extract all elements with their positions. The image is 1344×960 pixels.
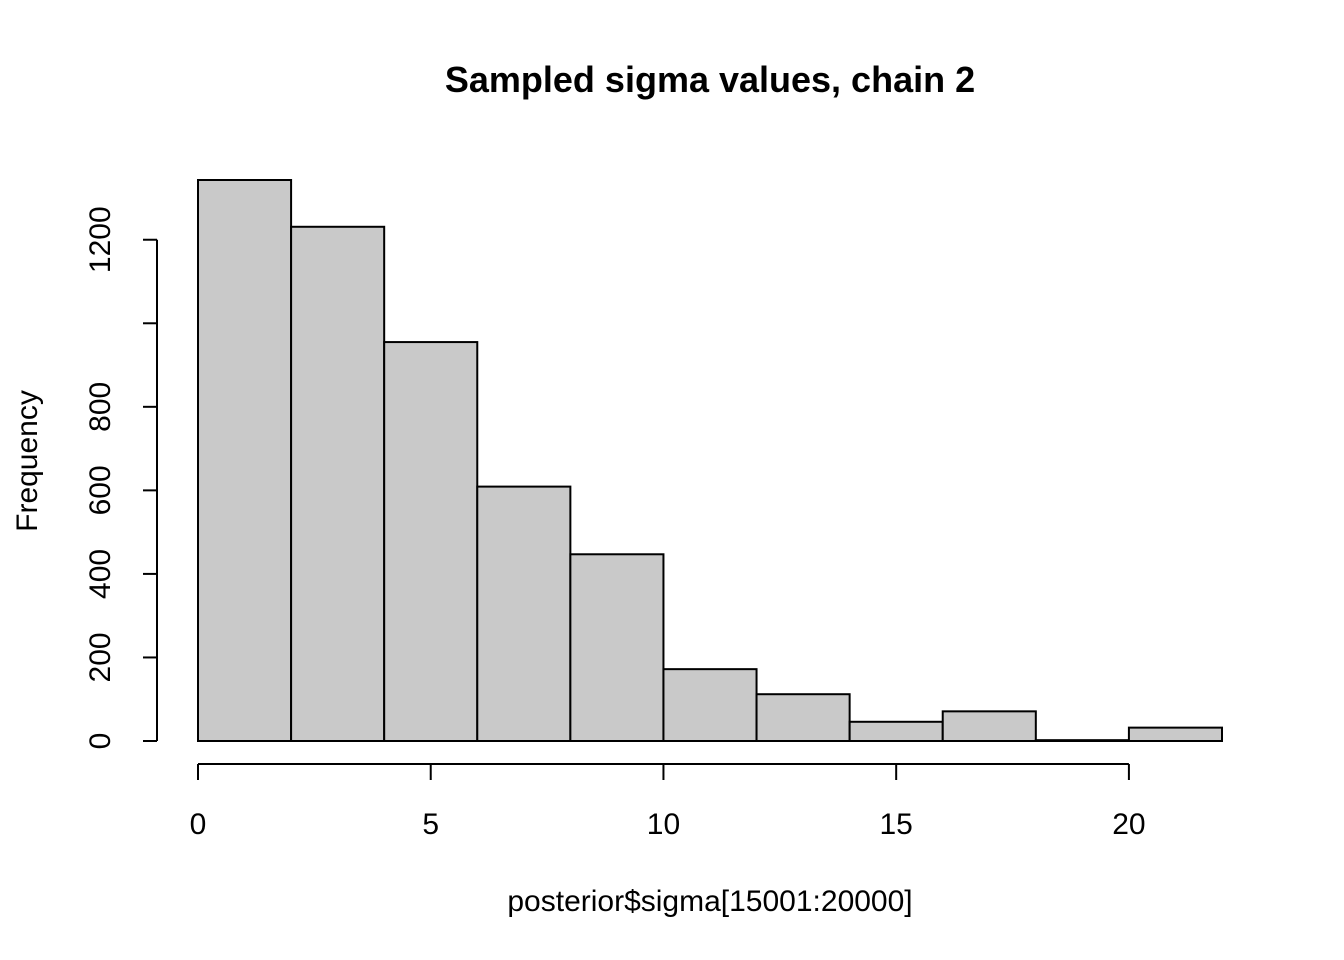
histogram-bar [941, 710, 1037, 743]
histogram-bars [197, 179, 1223, 743]
histogram-bar [383, 341, 479, 742]
histogram-bar [476, 485, 572, 743]
histogram-bar [662, 668, 758, 743]
histogram-bar [848, 720, 944, 742]
histogram-bar [1034, 739, 1130, 742]
histogram-bar [197, 179, 293, 742]
y-tick-label: 1200 [84, 206, 117, 273]
y-tick-label: 400 [84, 549, 117, 599]
histogram-bar [1127, 726, 1223, 743]
y-axis: 0 200 400 600 800 1200 [84, 206, 158, 750]
y-tick-label: 800 [84, 382, 117, 432]
y-tick-label: 0 [84, 733, 117, 750]
histogram-bar [569, 553, 665, 743]
y-axis-label: Frequency [11, 390, 44, 532]
x-axis-label: posterior$sigma[15001:20000] [507, 885, 912, 918]
x-tick-label: 5 [422, 808, 439, 841]
chart-title: Sampled sigma values, chain 2 [445, 59, 975, 100]
x-tick-label: 0 [190, 808, 207, 841]
x-axis: 0 5 10 15 20 [190, 763, 1146, 841]
y-tick-label: 600 [84, 465, 117, 515]
x-tick-label: 10 [647, 808, 680, 841]
x-tick-label: 15 [879, 808, 912, 841]
histogram-bar [755, 693, 851, 743]
y-tick-label: 200 [84, 632, 117, 682]
histogram-bar [290, 225, 386, 743]
x-tick-label: 20 [1112, 808, 1145, 841]
